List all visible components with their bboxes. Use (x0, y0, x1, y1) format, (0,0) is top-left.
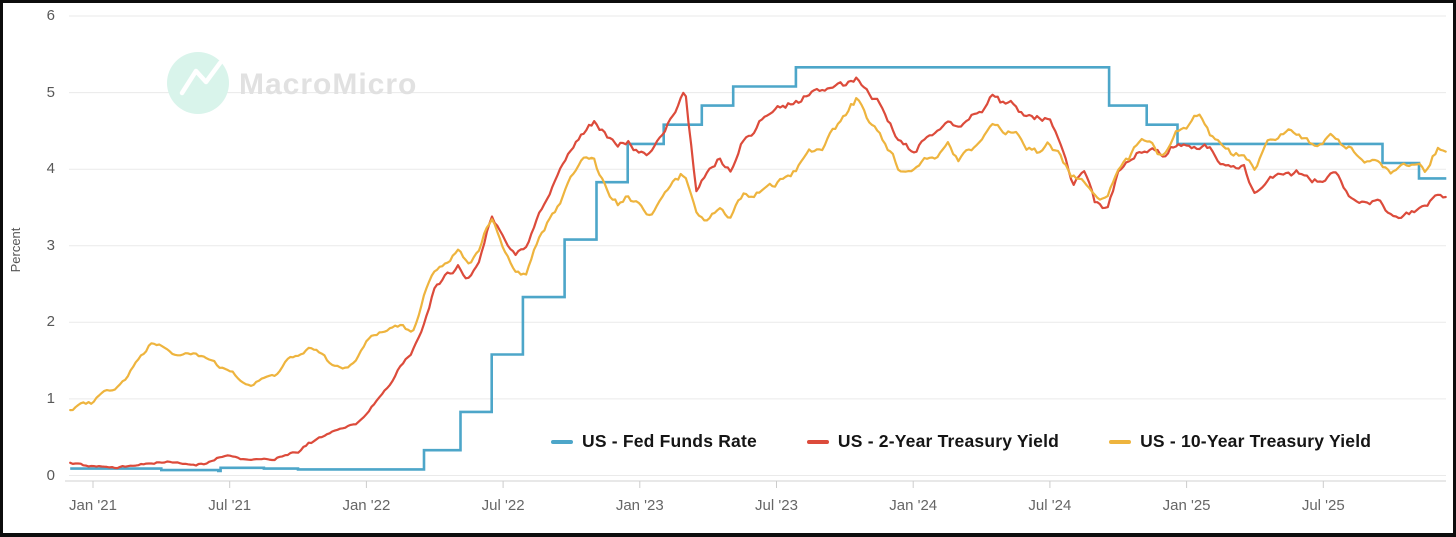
legend-item-fed-funds[interactable]: US - Fed Funds Rate (551, 431, 757, 452)
yield-chart-canvas[interactable]: MacroMicro (3, 3, 1453, 533)
y-tick-label: 1 (46, 389, 55, 407)
legend-label-fed-funds: US - Fed Funds Rate (582, 431, 757, 451)
legend-label-10-year: US - 10-Year Treasury Yield (1140, 431, 1372, 451)
series-fed-funds-rate (70, 66, 1447, 473)
macromicro-logo-zigzag-icon (179, 60, 223, 96)
x-tick-label: Jan '23 (615, 497, 664, 514)
y-tick-label: 3 (46, 236, 55, 254)
series-10-year-treasury-yield (69, 97, 1447, 412)
y-tick-label: 0 (46, 466, 55, 484)
y-tick-label: 6 (46, 7, 55, 24)
x-tick-label: Jan '25 (1162, 497, 1211, 514)
x-tick-label: Jul '23 (755, 497, 798, 514)
y-tick-label: 2 (46, 313, 55, 331)
x-tick-label: Jan '21 (69, 497, 117, 514)
series-2-year-treasury-yield (69, 76, 1447, 470)
macromicro-logo-icon (167, 52, 229, 114)
two-year-swatch-icon (806, 439, 829, 444)
macromicro-logo-dot-icon (219, 57, 226, 64)
y-tick-label: 4 (46, 160, 55, 178)
fed-funds-swatch-icon (551, 439, 573, 444)
ten-year-swatch-icon (1109, 439, 1132, 444)
legend-label-2-year: US - 2-Year Treasury Yield (837, 431, 1060, 451)
legend-item-2-year[interactable]: US - 2-Year Treasury Yield (806, 431, 1060, 452)
legend-item-10-year[interactable]: US - 10-Year Treasury Yield (1109, 431, 1371, 452)
y-tick-label: 5 (46, 83, 55, 101)
x-tick-label: Jul '21 (208, 497, 252, 514)
x-tick-label: Jul '25 (1301, 497, 1345, 514)
x-tick-label: Jan '22 (342, 497, 391, 514)
macromicro-watermark-text: MacroMicro (239, 68, 417, 101)
legend: US - Fed Funds Rate US - 2-Year Treasury… (551, 431, 1371, 452)
x-tick-label: Jul '22 (481, 497, 525, 514)
x-tick-label: Jul '24 (1028, 497, 1072, 514)
x-tick-label: Jan '24 (889, 497, 938, 514)
